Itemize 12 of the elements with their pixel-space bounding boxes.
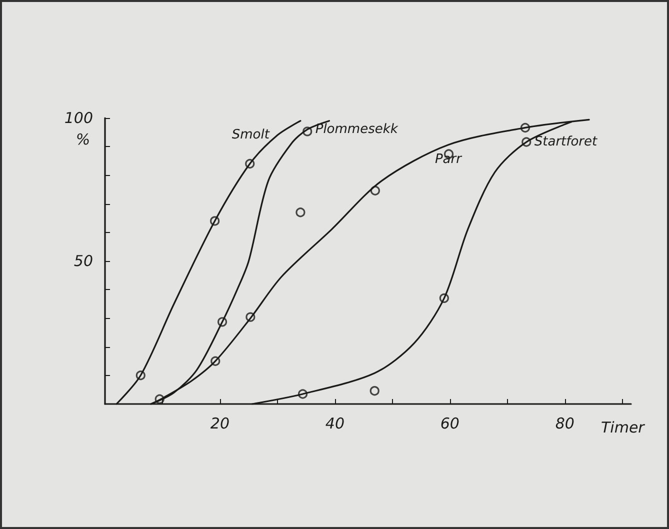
y-axis-title: % xyxy=(76,130,90,148)
series-label: Startforet xyxy=(534,134,598,150)
y-tick-label: 100 xyxy=(64,109,93,127)
x-tick-label: 20 xyxy=(210,414,230,432)
x-tick-label: 80 xyxy=(555,414,574,432)
series-label: Parr xyxy=(434,152,464,167)
series-label: Plommesekk xyxy=(315,122,398,137)
y-tick-label: 50 xyxy=(74,252,93,270)
x-tick-label: 60 xyxy=(440,414,460,432)
series-label: Smolt xyxy=(232,128,270,143)
x-tick-label: 40 xyxy=(325,414,344,432)
x-axis-title: Timer xyxy=(601,418,646,436)
